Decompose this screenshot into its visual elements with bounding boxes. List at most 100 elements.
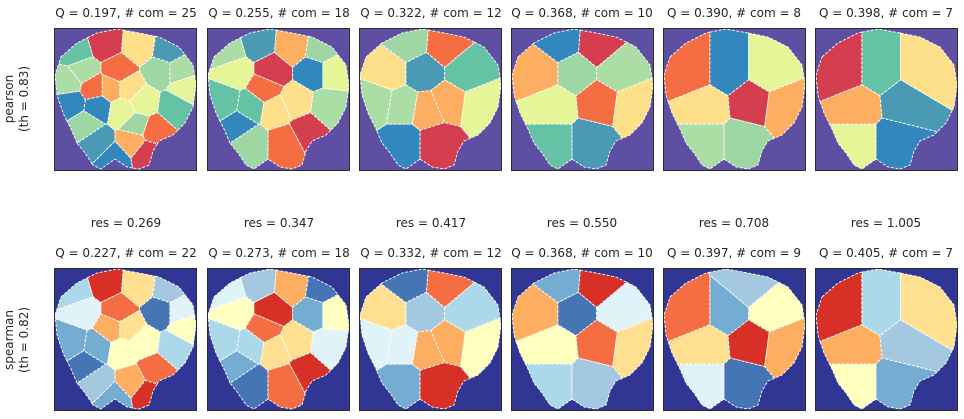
community-map-svg (816, 269, 957, 410)
community-region (861, 29, 902, 97)
community-region (130, 139, 158, 170)
resolution-label: res = 0.708 (698, 216, 770, 230)
community-region (244, 73, 285, 104)
community-region (208, 78, 241, 122)
panel-title: Q = 0.332, # com = 12 (360, 246, 502, 260)
heatmap-panel (207, 268, 350, 411)
community-region (55, 63, 82, 95)
community-region (56, 277, 94, 311)
panel-title: Q = 0.368, # com = 10 (511, 246, 653, 260)
community-region (119, 69, 148, 102)
community-region (419, 122, 472, 170)
community-region (76, 123, 116, 165)
community-region (816, 31, 863, 102)
community-region (748, 32, 805, 93)
community-region (360, 318, 393, 372)
community-region (304, 35, 339, 64)
community-region (130, 379, 158, 410)
community-region (119, 309, 148, 342)
community-region (165, 314, 196, 346)
community-region (151, 275, 186, 304)
community-region (727, 319, 770, 368)
community-region (577, 269, 628, 308)
community-region (304, 275, 339, 304)
community-region (66, 110, 107, 144)
community-region (875, 357, 939, 410)
community-region (875, 117, 939, 170)
community-region (664, 31, 711, 102)
community-region (165, 74, 196, 106)
heatmap-panel (815, 268, 958, 411)
community-region (209, 277, 247, 311)
community-region (376, 363, 421, 410)
community-region (380, 29, 429, 64)
community-region (861, 269, 902, 337)
community-region (66, 56, 102, 85)
community-region (816, 271, 863, 342)
community-region (575, 319, 618, 368)
panel-title: Q = 0.390, # com = 8 (667, 6, 801, 20)
community-region (120, 269, 157, 308)
panel-title: Q = 0.398, # com = 7 (819, 6, 953, 20)
community-region (460, 317, 501, 379)
community-region (707, 269, 780, 308)
community-region (58, 37, 94, 67)
community-region (828, 363, 877, 410)
community-region (244, 313, 285, 344)
community-region (91, 380, 134, 410)
community-region (900, 32, 957, 111)
community-region (157, 329, 194, 371)
community-region (288, 352, 332, 395)
community-map-svg (512, 29, 653, 170)
community-region (405, 51, 446, 93)
community-region (524, 123, 573, 170)
resolution-label: res = 1.005 (850, 216, 922, 230)
community-region (86, 29, 124, 64)
community-region (828, 123, 877, 170)
heatmap-panel (663, 28, 806, 171)
row-label-line: pearson (2, 74, 16, 124)
community-region (219, 110, 260, 144)
community-region (664, 271, 711, 342)
community-map-svg (664, 269, 805, 410)
heatmap-panel (54, 28, 197, 171)
community-region (322, 294, 349, 332)
community-region (376, 123, 421, 170)
resolution-label: res = 0.347 (243, 216, 315, 230)
community-map-svg (208, 29, 349, 170)
community-region (157, 89, 194, 131)
community-region (310, 327, 349, 371)
community-region (310, 87, 349, 131)
community-region (419, 362, 472, 410)
panel-title: Q = 0.397, # com = 9 (667, 246, 801, 260)
community-map-svg (208, 269, 349, 410)
community-region (360, 43, 407, 91)
community-region (273, 29, 310, 68)
panel-title: Q = 0.405, # com = 7 (819, 246, 953, 260)
community-region (360, 283, 407, 331)
community-region (723, 357, 776, 410)
resolution-label: res = 0.550 (546, 216, 618, 230)
community-region (723, 117, 776, 170)
community-region (209, 37, 247, 71)
row-label-line: (th = 0.82) (17, 306, 31, 374)
community-map-svg (55, 269, 196, 410)
community-region (66, 350, 107, 384)
community-region (764, 77, 805, 139)
panel-title: Q = 0.368, # com = 10 (511, 6, 653, 20)
community-region (239, 269, 277, 304)
community-region (577, 29, 628, 68)
community-region (229, 123, 269, 170)
community-region (117, 112, 150, 136)
community-region (764, 317, 805, 379)
community-region (322, 54, 349, 92)
community-region (532, 29, 581, 64)
community-region (86, 269, 124, 304)
heatmap-panel (207, 28, 350, 171)
row-label-line: (th = 0.83) (17, 65, 31, 133)
community-region (380, 269, 429, 304)
community-region (288, 112, 332, 155)
resolution-label: res = 0.269 (90, 216, 162, 230)
row-label-spearman: spearman (th = 0.82) (2, 295, 32, 385)
community-region (571, 357, 624, 410)
